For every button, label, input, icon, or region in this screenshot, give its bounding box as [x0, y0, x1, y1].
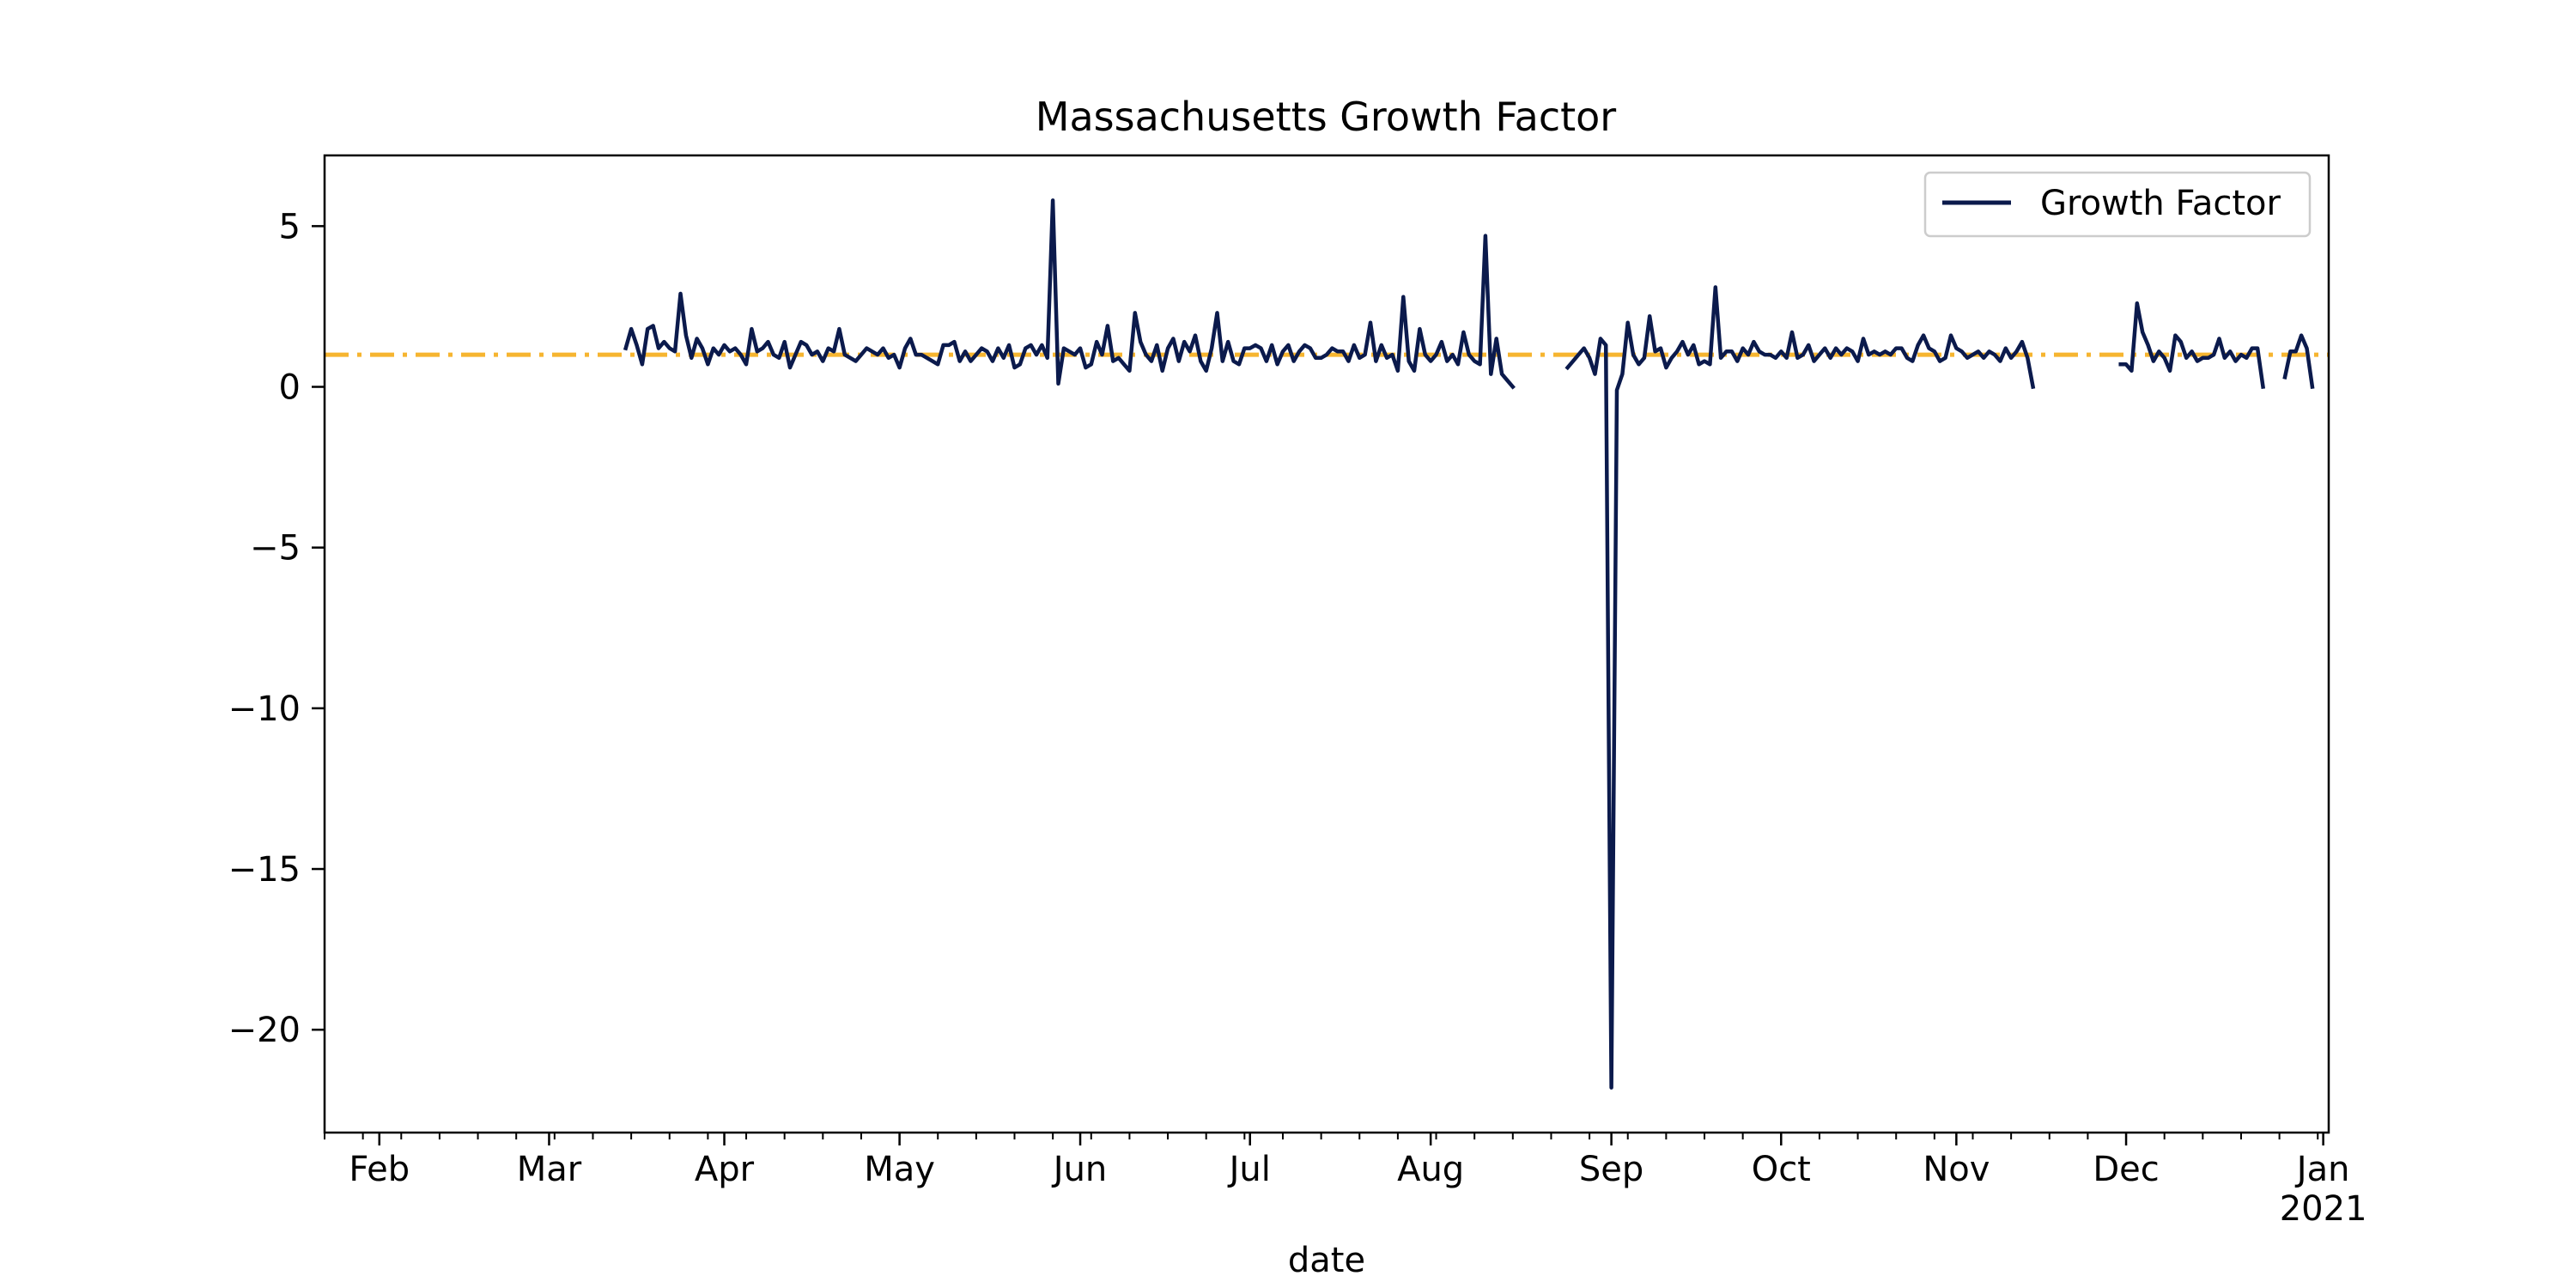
chart-title: Massachusetts Growth Factor — [1036, 94, 1617, 140]
x-tick-label: Aug — [1397, 1150, 1464, 1189]
y-tick-label: 0 — [279, 368, 301, 408]
series-line-segment-1 — [623, 198, 1516, 390]
plot-area — [325, 198, 2329, 1090]
legend-box — [1923, 171, 2312, 238]
plot-frame — [323, 154, 2330, 1134]
x-tick-label: Dec — [2093, 1150, 2159, 1189]
series-line-segment-4 — [2282, 333, 2315, 390]
legend: Growth Factor — [1923, 171, 2312, 238]
y-tick-label: −10 — [228, 690, 301, 729]
x-tick-label: Nov — [1923, 1150, 1990, 1189]
x-tick-label: Jan — [2294, 1150, 2350, 1189]
x-tick-label: Apr — [695, 1150, 755, 1189]
x-tick-label: Sep — [1579, 1150, 1643, 1189]
x-tick-label: Oct — [1752, 1150, 1811, 1189]
x-tick-label: May — [864, 1150, 935, 1189]
legend-label: Growth Factor — [2040, 184, 2281, 223]
y-tick-label: −5 — [250, 529, 301, 568]
series-line-segment-2 — [1564, 285, 2036, 1090]
y-tick-label: −15 — [228, 850, 301, 890]
x-tick-label: Feb — [349, 1150, 410, 1189]
x-tick-label: Mar — [517, 1150, 582, 1189]
y-tick-label: 5 — [279, 207, 301, 246]
x-tick-label: Jun — [1051, 1150, 1108, 1189]
y-axis-ticks: 5 0 −5 −10 −15 −20 — [228, 207, 325, 1050]
x-tick-year-label: 2021 — [2280, 1189, 2367, 1229]
series-line-segment-3 — [2118, 301, 2266, 390]
y-tick-label: −20 — [228, 1011, 301, 1050]
x-axis-label: date — [1288, 1241, 1365, 1280]
x-tick-label: Jul — [1227, 1150, 1271, 1189]
